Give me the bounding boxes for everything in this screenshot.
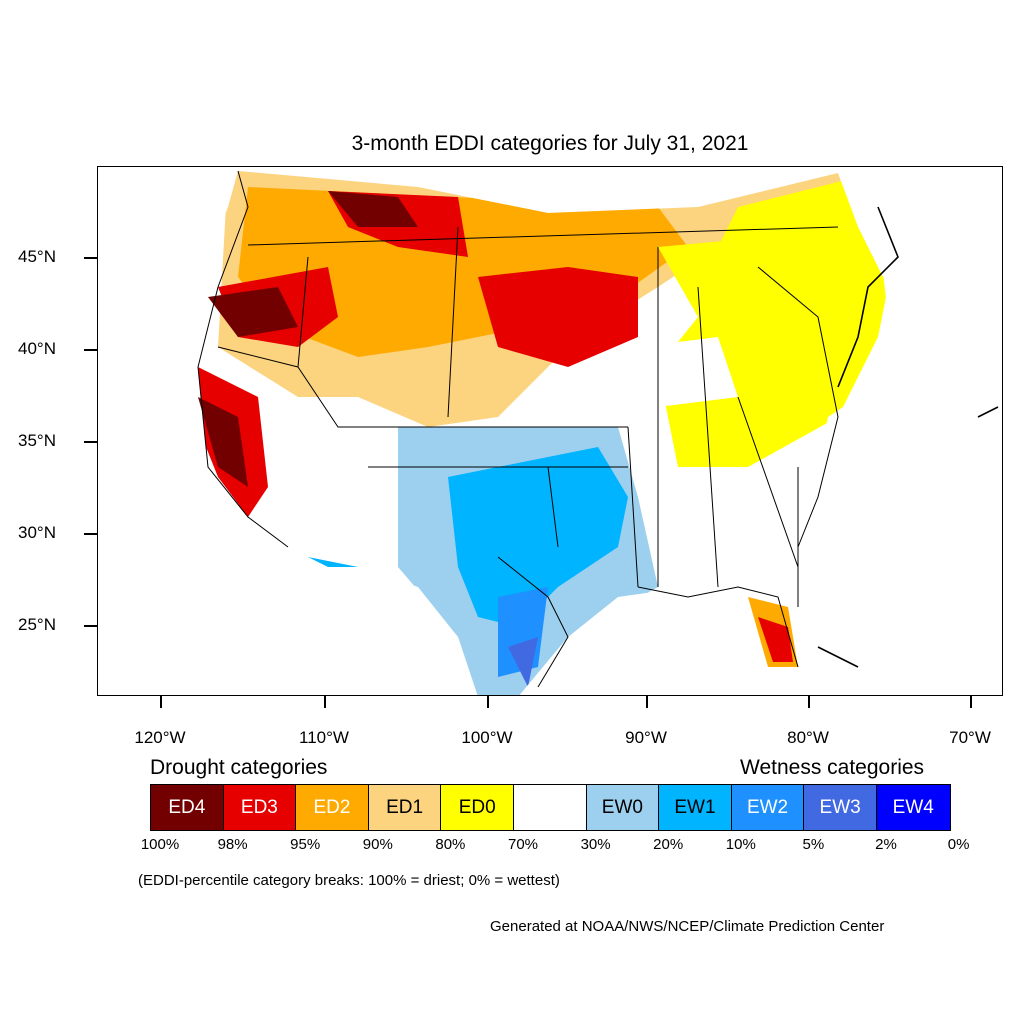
legend-cell: EW1 [659,785,732,830]
lon-tick-label: 110°W [299,728,349,747]
percentile-break-label: 20% [653,836,684,853]
percentile-break-label: 90% [362,836,393,853]
eddi-map [197,170,999,695]
legend-cell: EW0 [586,785,660,830]
lat-tick-label: 25°N [18,615,56,634]
map-panel [97,166,1003,696]
lon-tick-mark [487,696,489,708]
drought-categories-label: Drought categories [150,756,328,779]
legend-cell: ED0 [441,785,514,830]
lat-tick-mark [84,257,97,259]
legend-cell: ED4 [151,785,224,830]
credit-line: Generated at NOAA/NWS/NCEP/Climate Predi… [490,918,885,935]
lon-tick-mark [808,696,810,708]
lat-tick-label: 45°N [18,247,56,266]
lat-tick-label: 30°N [18,523,56,542]
percentile-break-label: 98% [217,836,248,853]
lat-tick-label: 35°N [18,431,56,450]
legend-cell: EW2 [731,785,805,830]
percentile-break-label: 30% [580,836,611,853]
legend-cell: EW4 [876,785,950,830]
percentile-break-label: 0% [947,836,970,853]
percentile-break-label: 2% [875,836,897,853]
lon-tick-mark [646,696,648,708]
lat-tick-label: 40°N [18,339,56,358]
lat-tick-mark [84,441,97,443]
category-note: (EDDI-percentile category breaks: 100% =… [138,872,560,889]
legend-cell: ED1 [368,785,442,830]
lon-tick-mark [970,696,972,708]
legend-colorbar: ED4 ED3 ED2 ED1 ED0 EW0 EW1 EW2 EW3 EW4 [150,784,951,831]
percentile-break-label: 80% [435,836,466,853]
lon-tick-label: 120°W [134,728,186,747]
lat-tick-mark [84,533,97,535]
lon-tick-label: 70°W [949,728,991,747]
percentile-break-label: 70% [507,836,539,853]
lon-tick-label: 90°W [625,728,667,747]
percentile-break-label: 100% [140,836,180,853]
legend-cell: ED3 [223,785,297,830]
legend-cell: ED2 [296,785,369,830]
map-title: 3-month EDDI categories for July 31, 202… [351,132,749,155]
lon-tick-label: 100°W [461,728,513,747]
wetness-categories-label: Wetness categories [740,756,925,779]
percentile-break-label: 5% [802,836,825,853]
legend-cell [513,785,587,830]
percentile-break-label: 10% [725,836,756,853]
percentile-break-label: 95% [290,836,321,853]
lon-tick-mark [324,696,326,708]
lon-tick-label: 80°W [787,728,829,747]
lon-tick-mark [160,696,162,708]
legend-cell: EW3 [804,785,877,830]
lat-tick-mark [84,625,97,627]
lat-tick-mark [84,349,97,351]
